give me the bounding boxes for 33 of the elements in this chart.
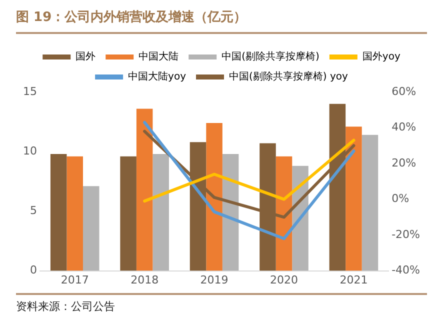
bar xyxy=(50,154,67,271)
y2-tick-label: 0% xyxy=(392,192,410,206)
y2-tick-label: 60% xyxy=(392,84,416,98)
bar xyxy=(66,156,83,271)
legend-label: 国外 xyxy=(76,52,96,63)
y2-tick-label: -20% xyxy=(392,228,420,241)
legend-label: 中国大陆 xyxy=(138,50,179,63)
y2-tick-label: -40% xyxy=(392,264,420,277)
bar xyxy=(222,154,239,271)
bar xyxy=(362,134,378,271)
y2-tick-label: 20% xyxy=(392,156,416,170)
y2-tick-label: 40% xyxy=(392,120,416,134)
bar xyxy=(206,122,222,271)
legend-label: 中国大陆yoy xyxy=(128,70,186,83)
x-tick-label: 2020 xyxy=(270,273,298,286)
x-tick-label: 2017 xyxy=(60,273,89,286)
bar xyxy=(120,156,136,271)
text: 资料来源：公司公告 xyxy=(16,299,115,314)
x-tick-label: 2019 xyxy=(200,273,228,286)
bar xyxy=(346,126,362,271)
y-tick-label: 0 xyxy=(30,264,37,277)
bar xyxy=(152,154,169,271)
legend-label: 国外yoy xyxy=(362,52,400,63)
bar xyxy=(82,186,100,271)
y-tick-label: 10 xyxy=(22,144,37,158)
y-tick-label: 15 xyxy=(22,84,37,98)
chart-title: 图 19：公司内外销营收及增速（亿元） xyxy=(16,9,247,26)
x-tick-label: 2018 xyxy=(130,273,159,286)
y-tick-label: 5 xyxy=(30,204,37,218)
legend-label: 中国(剔除共享按摩椅) yoy xyxy=(229,70,348,83)
legend-label: 中国(剔除共享按摩椅) xyxy=(222,50,320,63)
bar xyxy=(136,108,153,271)
x-tick-label: 2021 xyxy=(340,273,368,286)
